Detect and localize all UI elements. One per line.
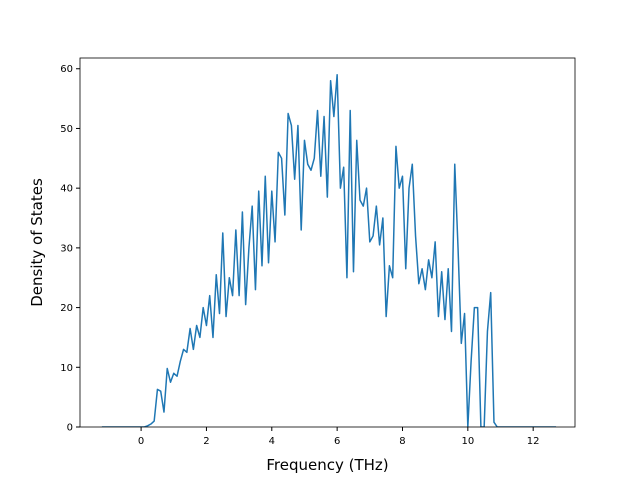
- x-tick-label: 2: [203, 436, 209, 447]
- x-tick-label: 0: [138, 436, 144, 447]
- x-tick-label: 10: [461, 436, 474, 447]
- y-tick-label: 60: [60, 64, 73, 75]
- x-axis-label: Frequency (THz): [266, 456, 388, 474]
- y-tick-label: 0: [67, 423, 73, 434]
- y-tick-label: 20: [60, 303, 73, 314]
- x-tick-label: 12: [527, 436, 540, 447]
- y-tick-label: 10: [60, 363, 73, 374]
- y-axis-label: Density of States: [28, 178, 46, 307]
- y-tick-label: 30: [60, 243, 73, 254]
- x-tick-label: 6: [334, 436, 340, 447]
- y-tick-label: 50: [60, 124, 73, 135]
- plot-frame: [79, 57, 576, 428]
- x-tick-label: 8: [399, 436, 405, 447]
- y-tick-label: 40: [60, 184, 73, 195]
- data-line: [101, 73, 557, 427]
- x-tick-label: 4: [269, 436, 275, 447]
